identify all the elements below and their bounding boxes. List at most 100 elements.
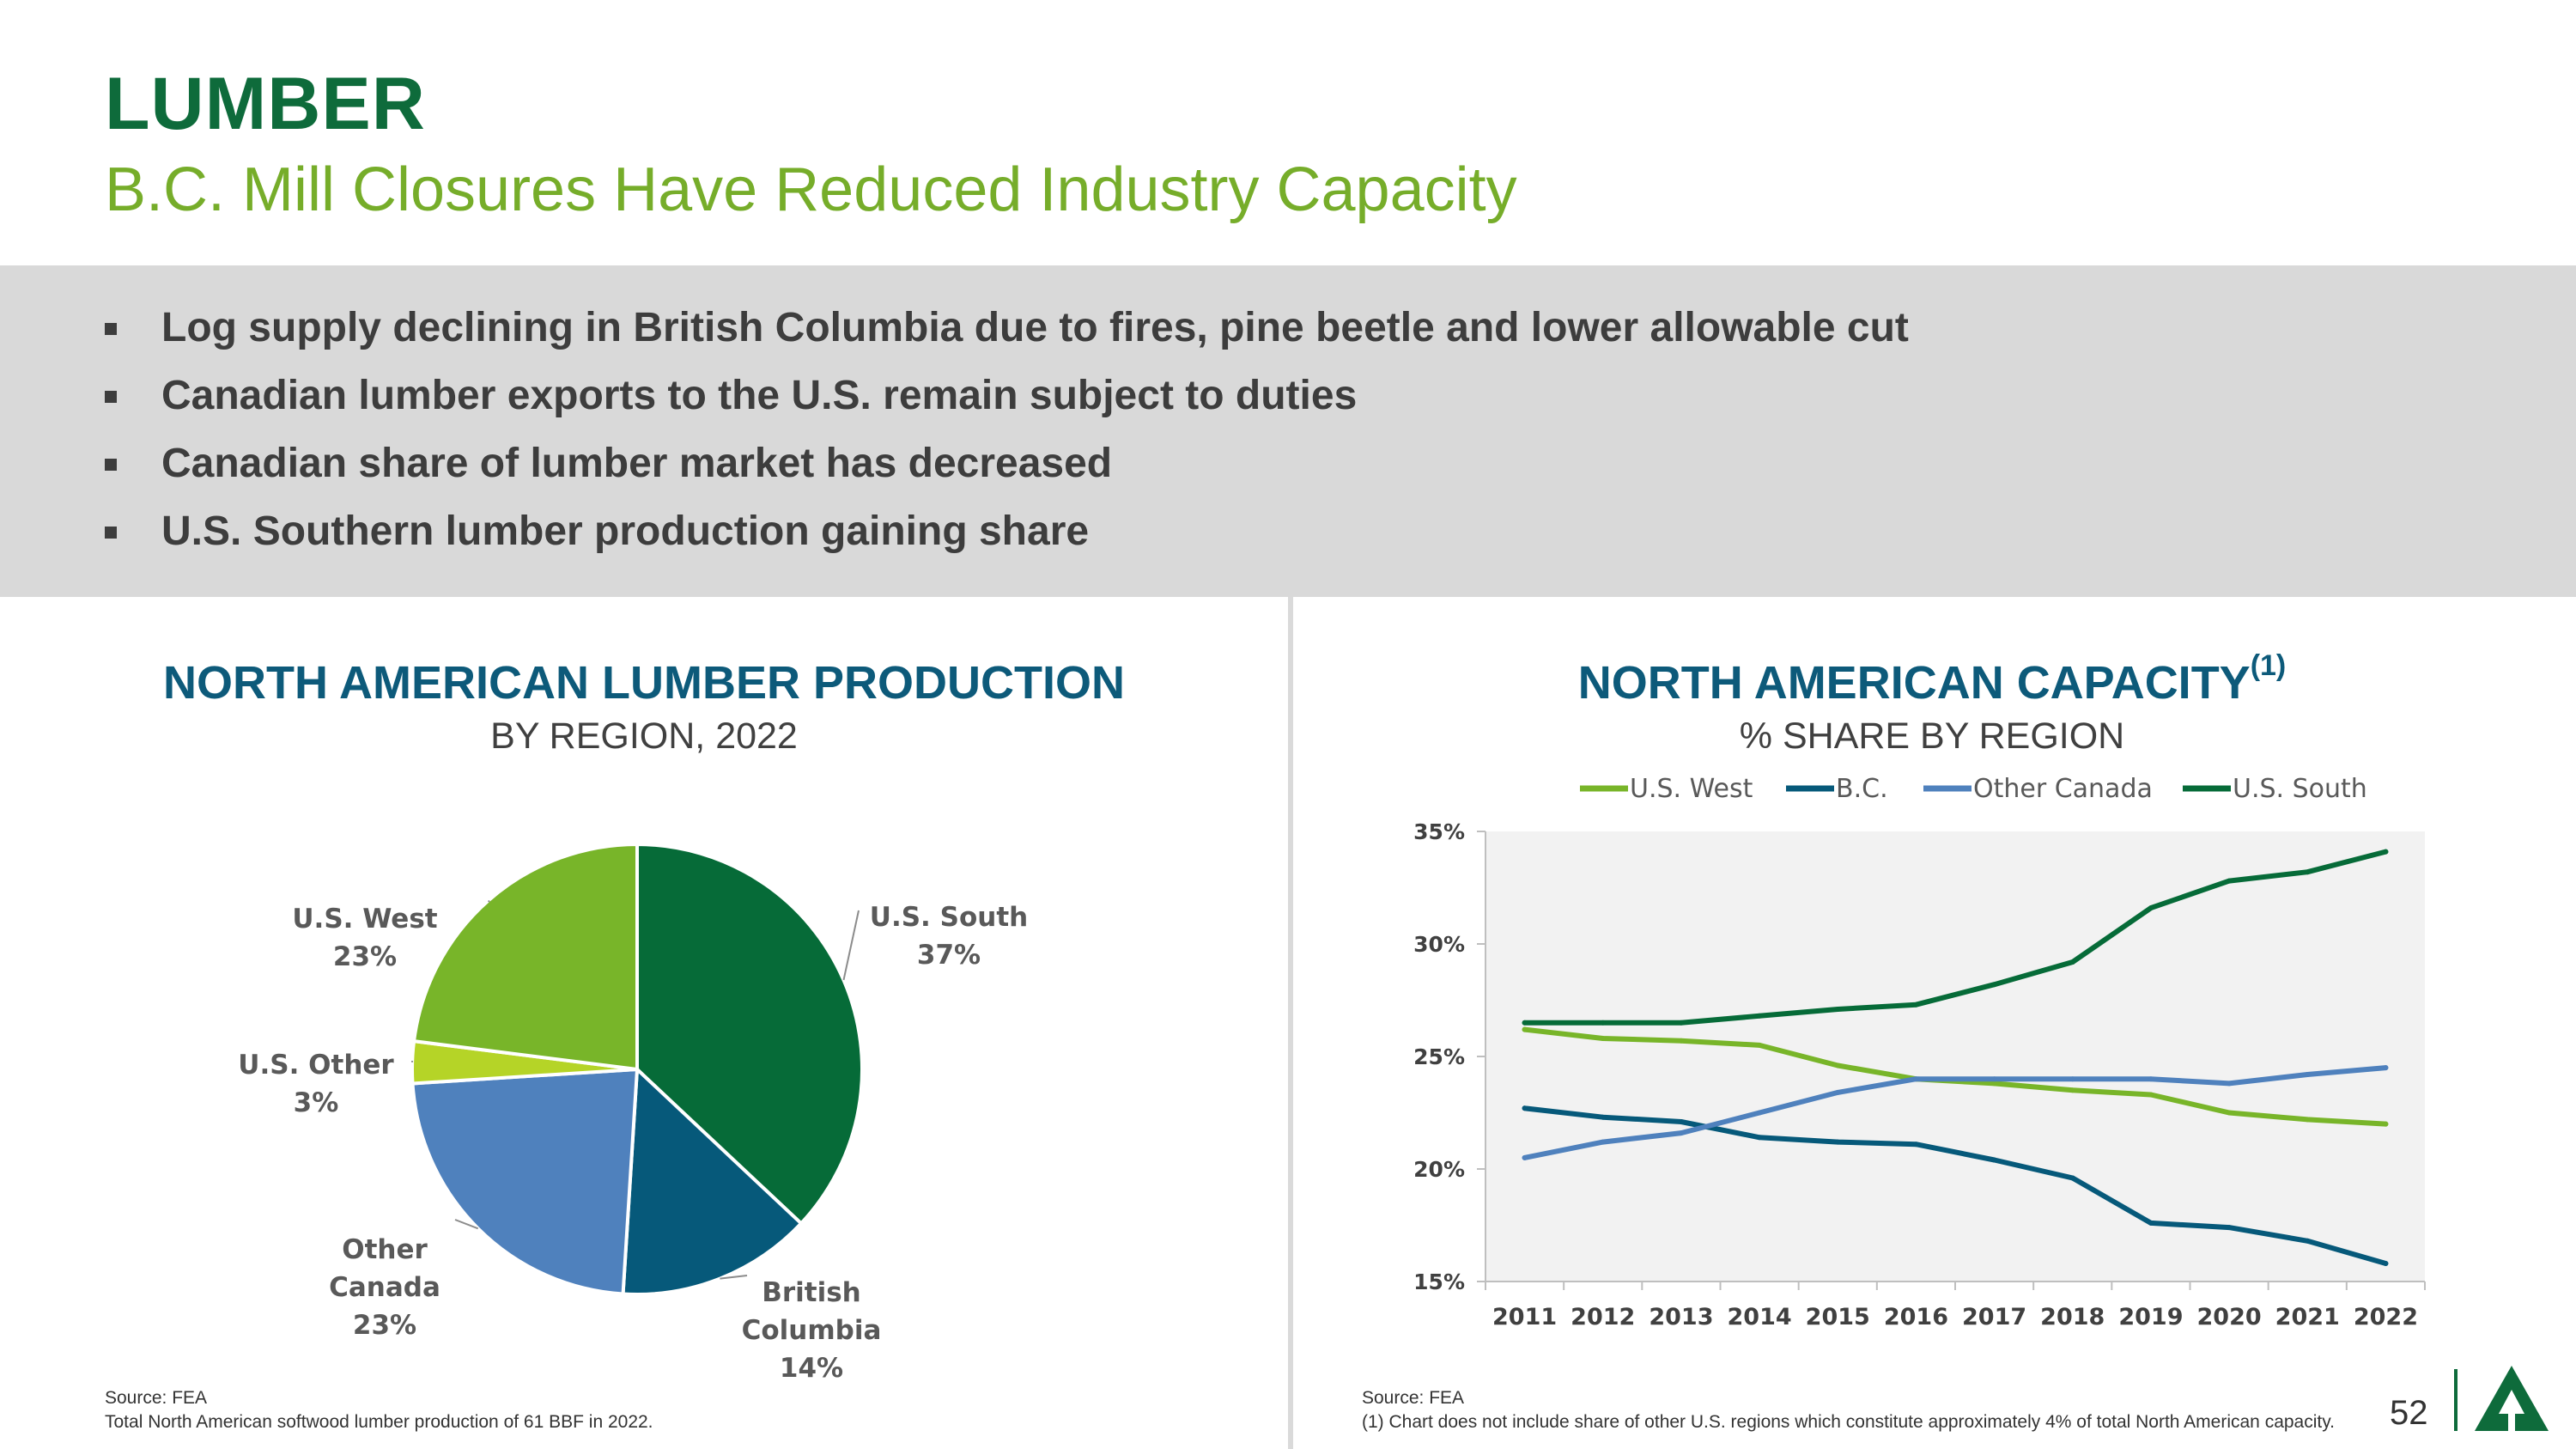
plot-area-background	[1485, 831, 2425, 1282]
panel-divider	[1288, 597, 1293, 1449]
pie-name-u-s-other: U.S. Other	[238, 1050, 394, 1081]
data-point-u-s-west	[1522, 1026, 1528, 1032]
data-point-u-s-south	[1600, 1020, 1606, 1026]
line-note: (1) Chart does not include share of othe…	[1362, 1412, 2336, 1432]
x-tick-label: 2019	[2118, 1304, 2183, 1330]
line-chart-title-text: NORTH AMERICAN CAPACITY	[1577, 657, 2251, 709]
legend-label-u-s-west: U.S. West	[1630, 774, 1753, 804]
data-point-b-c	[1913, 1142, 1919, 1148]
y-tick-label: 15%	[1413, 1269, 1465, 1294]
pie-chart: U.S. South 37% British Columbia 14% Other Cana…	[238, 842, 1028, 1384]
data-point-other-canada	[1757, 1110, 1763, 1116]
data-point-u-s-south	[2383, 849, 2389, 855]
y-tick-label: 20%	[1413, 1157, 1465, 1182]
x-tick-label: 2015	[1806, 1304, 1870, 1330]
pie-name-other-canada: Other	[342, 1234, 428, 1265]
data-point-u-s-west	[1835, 1062, 1841, 1068]
pie-name-u-s-south: U.S. South	[870, 902, 1028, 933]
data-point-u-s-west	[2305, 1117, 2311, 1123]
legend-label-b-c: B.C.	[1836, 774, 1888, 804]
legend-label-u-s-south: U.S. South	[2233, 774, 2367, 804]
pie-leader-other-canada	[454, 1219, 479, 1230]
pie-label-u-s-west: U.S. West 23%	[292, 904, 437, 972]
bullet-square-icon	[105, 391, 117, 403]
data-point-other-canada	[1678, 1130, 1684, 1136]
data-point-b-c	[2383, 1261, 2389, 1266]
data-point-other-canada	[1600, 1139, 1606, 1145]
x-tick-label: 2017	[1962, 1304, 2026, 1330]
series-line-other-canada	[1522, 1065, 2389, 1160]
data-point-u-s-west	[2069, 1087, 2075, 1093]
x-tick-label: 2014	[1728, 1304, 1792, 1330]
page-subtitle: B.C. Mill Closures Have Reduced Industry…	[105, 155, 1517, 224]
bullet-item: Canadian share of lumber market has decr…	[101, 433, 1909, 501]
bullet-square-icon	[105, 323, 117, 335]
data-point-u-s-west	[1991, 1081, 1997, 1087]
y-tick-label: 25%	[1413, 1044, 1465, 1069]
x-tick-label: 2022	[2354, 1304, 2418, 1330]
data-point-u-s-south	[2069, 959, 2075, 965]
pie-label-u-s-other: U.S. Other 3%	[238, 1050, 394, 1118]
line-chart-title-footnote: (1)	[2250, 649, 2287, 682]
data-point-u-s-west	[1600, 1036, 1606, 1041]
pie-slice-u-s-west	[411, 842, 639, 1072]
bullet-square-icon	[105, 527, 117, 539]
logo-divider	[2454, 1369, 2458, 1431]
pie-name-british-columbia: British	[762, 1277, 861, 1308]
data-point-other-canada	[2383, 1065, 2389, 1071]
data-point-u-s-west	[1757, 1042, 1763, 1048]
data-point-other-canada	[1913, 1076, 1919, 1082]
pie-note: Total North American softwood lumber pro…	[105, 1412, 653, 1432]
pie-label-other-canada: Other Canada 23%	[329, 1234, 440, 1341]
data-point-other-canada	[1522, 1154, 1528, 1160]
pie-value-u-s-other: 3%	[294, 1087, 339, 1118]
x-tick-label: 2018	[2040, 1304, 2105, 1330]
data-point-u-s-west	[2148, 1092, 2154, 1098]
line-source: Source: FEA	[1362, 1388, 1465, 1408]
data-point-u-s-south	[1835, 1007, 1841, 1012]
data-point-b-c	[2305, 1238, 2311, 1244]
pie-source: Source: FEA	[105, 1388, 208, 1408]
data-point-b-c	[1678, 1119, 1684, 1124]
data-point-other-canada	[2305, 1072, 2311, 1077]
pie-name-british-columbia: Columbia	[742, 1315, 882, 1346]
line-chart-subtitle: % SHARE BY REGION	[1739, 715, 2125, 757]
data-point-u-s-south	[1522, 1020, 1528, 1026]
bullet-band	[0, 265, 2576, 597]
pie-slice-other-canada	[410, 1067, 640, 1296]
pie-label-british-columbia: British Columbia 14%	[742, 1277, 882, 1384]
data-point-other-canada	[2227, 1081, 2233, 1087]
data-point-other-canada	[2148, 1076, 2154, 1082]
bullet-item: U.S. Southern lumber production gaining …	[101, 501, 1909, 569]
data-point-other-canada	[2069, 1076, 2075, 1082]
x-tick-label: 2020	[2197, 1304, 2262, 1330]
pie-name-other-canada: Canada	[329, 1272, 440, 1303]
pie-value-u-s-west: 23%	[333, 941, 397, 972]
page-number: 52	[2390, 1394, 2428, 1432]
data-point-other-canada	[1991, 1076, 1997, 1082]
data-point-u-s-west	[1678, 1038, 1684, 1044]
data-point-b-c	[1835, 1139, 1841, 1145]
bullet-text: Canadian lumber exports to the U.S. rema…	[161, 373, 1358, 418]
company-logo-icon	[2475, 1366, 2549, 1431]
pie-leader-british-columbia	[720, 1275, 748, 1280]
bullet-list: Log supply declining in British Columbia…	[101, 297, 1909, 569]
line-chart-title: NORTH AMERICAN CAPACITY(1)	[1314, 649, 2550, 709]
y-tick-label: 35%	[1413, 819, 1465, 844]
bullet-text: U.S. Southern lumber production gaining …	[161, 508, 1090, 554]
pie-slice-u-s-south	[635, 842, 864, 1227]
line-source-block: Source: FEA (1) Chart does not include s…	[1362, 1386, 2335, 1434]
pie-value-british-columbia: 14%	[780, 1353, 843, 1384]
pie-chart-title: NORTH AMERICAN LUMBER PRODUCTION	[163, 657, 1125, 709]
data-point-u-s-south	[1913, 1002, 1919, 1008]
pie-chart-subtitle: BY REGION, 2022	[490, 715, 798, 757]
data-point-u-s-west	[2227, 1110, 2233, 1116]
series-line-u-s-south	[1522, 849, 2389, 1026]
data-point-b-c	[1991, 1157, 1997, 1163]
bullet-text: Log supply declining in British Columbia…	[161, 305, 1909, 350]
y-tick-label: 30%	[1413, 932, 1465, 957]
data-point-u-s-south	[1678, 1020, 1684, 1026]
data-point-u-s-south	[2227, 878, 2233, 884]
data-point-u-s-south	[1991, 982, 1997, 988]
bullet-item: Canadian lumber exports to the U.S. rema…	[101, 365, 1909, 433]
